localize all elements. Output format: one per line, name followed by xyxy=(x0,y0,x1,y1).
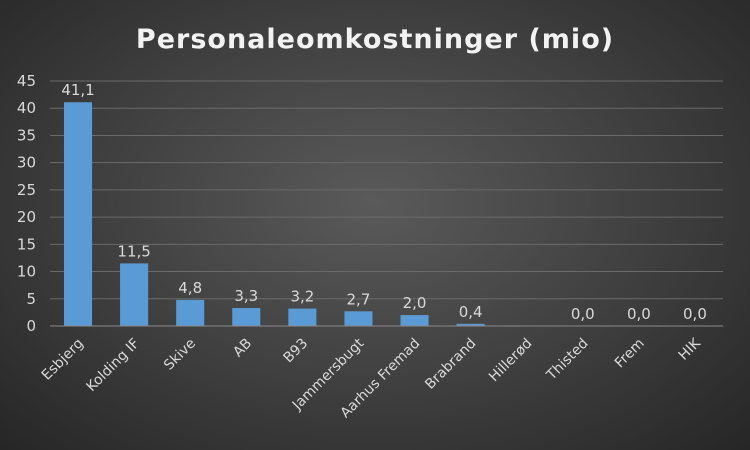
category-label: B93 xyxy=(280,336,311,367)
y-tick-label: 10 xyxy=(17,263,36,281)
category-label: HIK xyxy=(676,335,705,364)
bar xyxy=(64,102,93,326)
chart-title: Personaleomkostninger (mio) xyxy=(136,24,614,55)
gridlines xyxy=(50,80,723,300)
y-tick-label: 15 xyxy=(17,235,36,253)
y-tick-label: 0 xyxy=(26,317,36,335)
category-label: Esbjerg xyxy=(39,336,87,384)
bar xyxy=(288,308,317,326)
data-label: 0,0 xyxy=(571,305,595,323)
y-tick-label: 20 xyxy=(17,208,36,226)
y-tick-label: 25 xyxy=(17,181,36,199)
y-tick-label: 40 xyxy=(17,99,36,117)
bar xyxy=(176,299,205,326)
category-label: Thisted xyxy=(543,336,592,385)
y-tick-label: 45 xyxy=(17,72,36,90)
data-label: 2,0 xyxy=(403,294,427,312)
y-tick-label: 35 xyxy=(17,126,36,144)
bars xyxy=(64,102,485,326)
data-label: 3,3 xyxy=(234,287,258,305)
y-tick-label: 5 xyxy=(26,290,36,308)
bar xyxy=(120,263,149,326)
bar xyxy=(456,323,485,326)
data-label: 0,0 xyxy=(683,305,707,323)
category-label: Brabrand xyxy=(422,336,479,393)
category-label: Kolding IF xyxy=(83,336,142,395)
category-label: Frem xyxy=(612,336,648,372)
bar xyxy=(400,315,429,326)
y-tick-label: 30 xyxy=(17,154,36,172)
data-label: 0,0 xyxy=(627,305,651,323)
data-label: 11,5 xyxy=(117,242,150,260)
data-label: 0,4 xyxy=(459,303,483,321)
bar xyxy=(344,311,373,326)
data-label: 3,2 xyxy=(290,288,314,306)
y-axis-ticks: 0 5 10 15 20 25 30 35 40 45 xyxy=(17,72,36,335)
data-label: 2,7 xyxy=(347,290,371,308)
data-labels: 41,1 11,5 4,8 3,3 3,2 2,7 2,0 0,4 0,0 0,0 0,0 xyxy=(61,81,707,323)
data-label: 4,8 xyxy=(178,279,202,297)
category-label: Skive xyxy=(161,336,199,374)
category-label: AB xyxy=(230,336,255,361)
data-label: 41,1 xyxy=(61,81,94,99)
category-label: Hillerød xyxy=(486,336,536,386)
bar xyxy=(232,308,261,326)
